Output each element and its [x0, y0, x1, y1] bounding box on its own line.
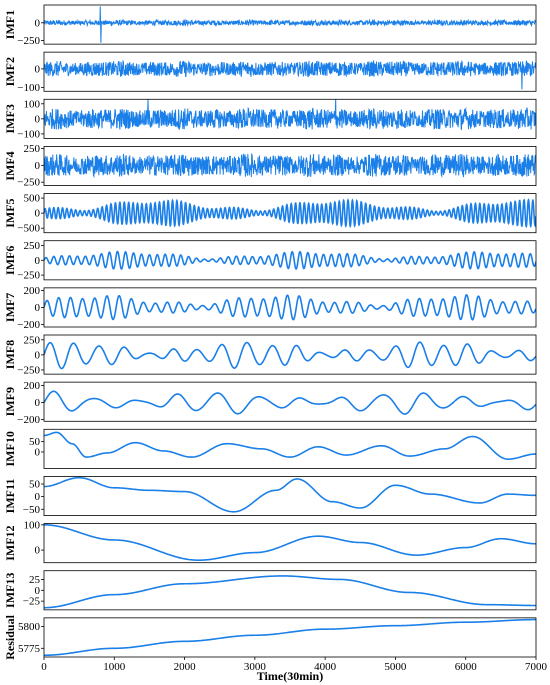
panel-imf10: 500 IMF10 — [3, 428, 537, 469]
y-tick-label: 0 — [35, 491, 41, 503]
x-tick-label: 2000 — [174, 661, 197, 673]
y-tick-label: 500 — [24, 193, 41, 205]
panel-label: IMF11 — [3, 479, 17, 514]
y-tick-label: −250 — [17, 35, 40, 47]
x-axis-label: Time(30min) — [257, 669, 323, 683]
y-tick-label: 250 — [24, 240, 41, 252]
series-imf10 — [44, 431, 536, 460]
panel-label: IMF6 — [3, 246, 17, 275]
y-tick-label: −50 — [23, 504, 41, 516]
y-tick-label: 0 — [35, 302, 41, 314]
y-tick-label: 0 — [35, 113, 41, 125]
y-tick-label: 50 — [29, 436, 41, 448]
panel-label: IMF4 — [3, 151, 17, 180]
y-tick-label: 200 — [24, 380, 41, 392]
series-imf1 — [44, 6, 536, 43]
y-tick-label: 0 — [35, 255, 41, 267]
y-tick-label: −200 — [17, 414, 40, 426]
y-tick-label: 0 — [35, 397, 41, 409]
y-tick-label: 200 — [24, 285, 41, 297]
panel-frame — [43, 146, 537, 186]
panel-frame — [43, 381, 537, 422]
series-imf11 — [44, 476, 536, 513]
y-tick-label: 0 — [35, 545, 41, 557]
panel-label: IMF13 — [3, 573, 17, 608]
y-tick-label: 0 — [35, 160, 41, 172]
y-tick-label: 0 — [35, 585, 41, 597]
y-tick-label: 100 — [24, 519, 41, 531]
panel-label: IMF7 — [3, 293, 17, 322]
panel-frame — [43, 523, 537, 564]
series-imf5 — [44, 198, 536, 229]
y-tick-label: 250 — [24, 143, 41, 155]
y-tick-label: −250 — [17, 177, 40, 189]
series-imf6 — [44, 250, 536, 270]
y-tick-label: −200 — [17, 319, 40, 331]
panel-imf12: 100 0 IMF12 — [3, 519, 537, 564]
x-tick-label: 7000 — [525, 661, 548, 673]
panel-label: IMF9 — [3, 387, 17, 416]
y-tick-label: 0 — [35, 208, 41, 220]
x-tick-label: 0 — [41, 661, 47, 673]
panel-label: IMF10 — [3, 431, 17, 466]
y-tick-label: 0 — [35, 446, 41, 458]
panel-label: IMF1 — [3, 10, 17, 39]
y-tick-label: −250 — [17, 364, 40, 376]
y-tick-label: −100 — [17, 82, 40, 94]
x-tick-label: 4000 — [314, 661, 337, 673]
panel-label: IMF12 — [3, 525, 17, 560]
y-tick-label: 5775 — [18, 643, 41, 655]
y-tick-label: −250 — [17, 270, 40, 282]
y-tick-label: 0 — [35, 63, 41, 75]
y-tick-label: −25 — [23, 596, 41, 608]
panel-frame — [43, 476, 537, 516]
panel-label: IMF5 — [3, 198, 17, 227]
series-imf4 — [44, 152, 536, 179]
panel-frame — [43, 4, 537, 45]
y-tick-label: 5800 — [18, 621, 41, 633]
panel-frame — [43, 428, 537, 469]
y-tick-label: 50 — [29, 479, 41, 491]
panel-frame — [43, 51, 537, 92]
panel-label: IMF8 — [3, 340, 17, 369]
series-residual — [44, 618, 536, 657]
y-tick-label: −500 — [17, 223, 40, 235]
panel-frame — [43, 617, 537, 658]
x-tick-label: 5000 — [384, 661, 407, 673]
panel-label: IMF3 — [3, 104, 17, 133]
panel-label: Residual — [3, 614, 17, 659]
series-imf8 — [44, 341, 536, 370]
panel-label: IMF2 — [3, 57, 17, 86]
series-imf7 — [44, 294, 536, 321]
y-tick-label: 100 — [24, 98, 41, 110]
y-tick-label: 25 — [29, 574, 41, 586]
x-tick-label: 6000 — [455, 661, 478, 673]
series-imf13 — [44, 575, 536, 609]
y-tick-label: −100 — [17, 128, 40, 140]
series-imf2 — [44, 59, 536, 90]
series-imf3 — [44, 99, 536, 131]
y-tick-label: 0 — [35, 349, 41, 361]
y-tick-label: 0 — [35, 17, 41, 29]
panel-imf11: 500−50 IMF11 — [3, 476, 537, 516]
x-tick-label: 1000 — [103, 661, 126, 673]
series-imf12 — [44, 524, 536, 561]
panel-imf13: 250−25 IMF13 — [3, 570, 537, 611]
series-imf9 — [44, 390, 536, 415]
y-tick-label: 250 — [24, 334, 41, 346]
x-tick-label: 3000 — [244, 661, 267, 673]
